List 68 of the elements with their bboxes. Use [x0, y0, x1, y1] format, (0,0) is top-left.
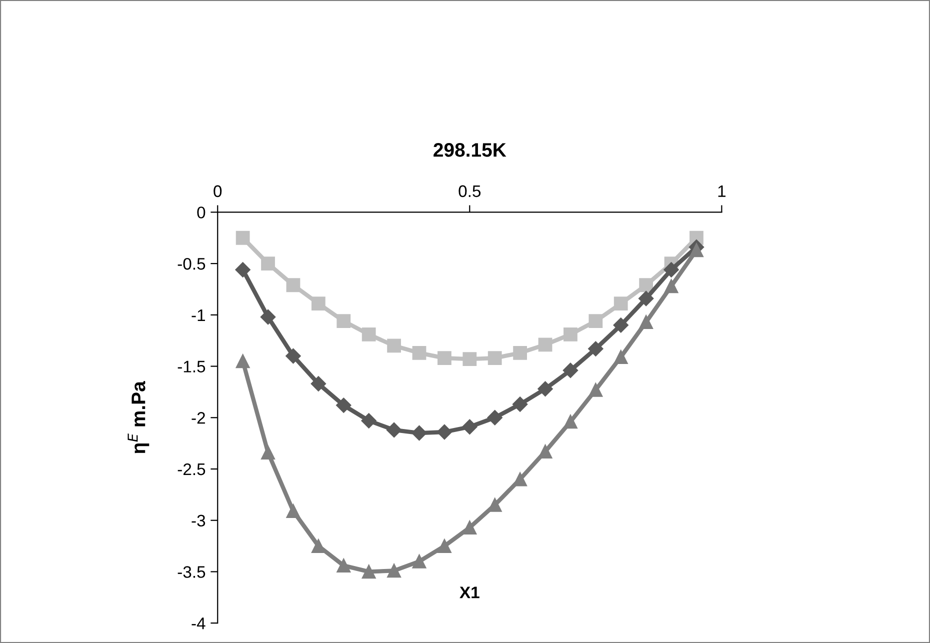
y-tick-label: 0: [197, 206, 206, 218]
y-tick-label: -2.5: [178, 463, 206, 476]
chart-title: 298.15K: [434, 143, 506, 157]
y-tick-label: -3.5: [178, 566, 206, 578]
point: [412, 554, 426, 568]
point: [462, 520, 477, 534]
point: [588, 382, 603, 397]
point: [236, 230, 250, 245]
point: [387, 564, 401, 578]
x-tick-label: 0: [214, 185, 222, 198]
y-tick-label: -0.5: [178, 258, 206, 270]
point: [488, 351, 502, 365]
point: [588, 314, 603, 328]
x-axis-title: X1: [460, 586, 480, 598]
point: [235, 262, 250, 278]
point: [538, 338, 552, 352]
point: [236, 354, 250, 368]
x-tick-label: 1: [718, 185, 726, 197]
point: [562, 362, 578, 378]
point: [412, 425, 427, 441]
point: [310, 376, 326, 392]
point: [690, 243, 704, 258]
point: [564, 414, 578, 429]
y-tick-label: -3: [192, 514, 206, 527]
point: [438, 351, 452, 365]
point: [538, 444, 552, 458]
point: [361, 413, 376, 428]
point: [664, 262, 679, 278]
point: [412, 346, 426, 360]
x-tick-label: 0.5: [458, 185, 481, 198]
point: [286, 278, 300, 292]
point: [513, 346, 527, 360]
point: [538, 381, 553, 396]
y-tick-label: -1: [192, 309, 206, 321]
point: [639, 278, 654, 292]
point: [286, 504, 300, 518]
y-tick-label: -4: [192, 618, 206, 630]
point: [639, 315, 654, 330]
point: [336, 558, 351, 572]
point: [362, 327, 376, 342]
point: [286, 348, 301, 364]
point: [336, 398, 352, 413]
point: [588, 341, 604, 356]
point: [462, 419, 478, 434]
point: [613, 318, 628, 333]
y-tick-label: -1.5: [178, 360, 206, 372]
y-axis-title: η$^{E}$ m.Pa: [128, 380, 150, 454]
point: [311, 539, 326, 553]
point: [261, 446, 275, 460]
point: [261, 256, 275, 270]
point: [260, 309, 276, 325]
point: [614, 296, 628, 311]
point: [614, 350, 628, 364]
point: [387, 338, 401, 353]
point: [564, 327, 578, 342]
point: [513, 472, 527, 486]
point: [462, 352, 477, 366]
point: [487, 410, 502, 426]
point: [386, 422, 402, 438]
point: [336, 314, 351, 328]
point: [436, 424, 452, 440]
point: [664, 279, 678, 294]
point: [311, 296, 326, 311]
point: [512, 396, 528, 412]
point: [638, 290, 654, 306]
point: [362, 564, 376, 579]
y-tick-label: -2: [192, 412, 205, 424]
point: [438, 539, 452, 553]
